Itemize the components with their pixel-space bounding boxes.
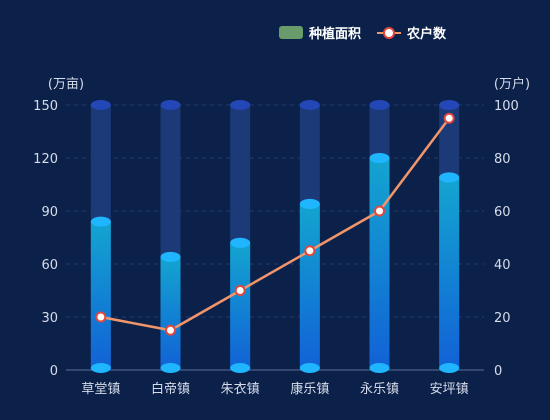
line-series <box>95 112 455 336</box>
left-axis-unit: (万亩) <box>48 76 84 92</box>
bar <box>90 221 111 370</box>
households-line <box>100 117 451 332</box>
bar-base-cap <box>160 363 181 373</box>
bar-base-cap <box>90 363 111 373</box>
category-label: 朱衣镇 <box>221 381 260 397</box>
right-axis-tick: 100 <box>494 99 519 114</box>
households-point <box>95 311 107 323</box>
left-axis-tick: 150 <box>33 99 58 114</box>
category-label: 白帝镇 <box>151 381 190 397</box>
households-point <box>304 245 316 257</box>
bar-base-cap <box>439 363 460 373</box>
left-axis-tick: 120 <box>33 152 58 167</box>
legend-swatch-area[interactable] <box>279 26 303 39</box>
category-label: 康乐镇 <box>290 381 329 397</box>
bar-group <box>160 100 181 373</box>
bar-base-cap <box>299 363 320 373</box>
bar <box>439 177 460 370</box>
left-axis-tick: 0 <box>50 364 58 379</box>
bar <box>299 203 320 370</box>
bar-base-cap <box>230 363 251 373</box>
bar-top-cap <box>439 172 460 183</box>
households-point <box>234 285 246 296</box>
left-axis-tick: 30 <box>41 311 58 326</box>
right-axis-unit: (万户) <box>494 76 530 92</box>
left-axis-tick: 60 <box>41 258 58 273</box>
bar-top-cap <box>230 237 251 248</box>
households-point <box>443 112 455 124</box>
right-axis-tick: 60 <box>494 205 511 220</box>
bar-top-cap <box>369 153 390 163</box>
bar-top-cap <box>299 198 320 209</box>
bar <box>230 242 251 370</box>
bar <box>160 256 181 370</box>
category-label: 草堂镇 <box>81 382 120 397</box>
households-point <box>165 324 176 336</box>
bar-group <box>230 100 251 373</box>
legend: 种植面积 农户数 <box>279 26 447 42</box>
left-axis-tick: 90 <box>41 205 58 220</box>
bar-group <box>299 100 320 373</box>
legend-label-households[interactable]: 农户数 <box>406 26 447 42</box>
right-axis-tick: 40 <box>494 258 511 273</box>
legend-label-area[interactable]: 种植面积 <box>308 26 361 42</box>
bar-base-cap <box>369 363 390 373</box>
bar-group <box>90 100 111 373</box>
category-label: 安坪镇 <box>430 382 469 397</box>
right-axis-tick: 80 <box>494 152 511 167</box>
right-axis-tick: 0 <box>494 364 502 379</box>
bar <box>369 158 390 370</box>
legend-swatch-point[interactable] <box>383 27 395 39</box>
tick-labels: 0 0 30 20 60 40 90 60 120 80 150 100 <box>33 99 519 379</box>
grid-lines <box>66 104 484 318</box>
bar-track-cap <box>160 100 181 110</box>
bar-top-cap <box>160 251 181 262</box>
bars <box>90 100 460 373</box>
bar-track-cap <box>299 100 320 110</box>
category-labels: 草堂镇 白帝镇 朱衣镇 康乐镇 永乐镇 安坪镇 <box>81 381 468 397</box>
households-point <box>374 205 385 217</box>
category-label: 永乐镇 <box>360 382 399 397</box>
bar-group <box>439 100 460 373</box>
bar-track-cap <box>439 100 460 110</box>
bar-track-cap <box>369 100 390 110</box>
bar-track-cap <box>90 100 111 110</box>
right-axis-tick: 20 <box>494 311 511 326</box>
bar-group <box>369 100 390 373</box>
bar-track-cap <box>230 100 251 110</box>
bar-top-cap <box>90 216 111 227</box>
